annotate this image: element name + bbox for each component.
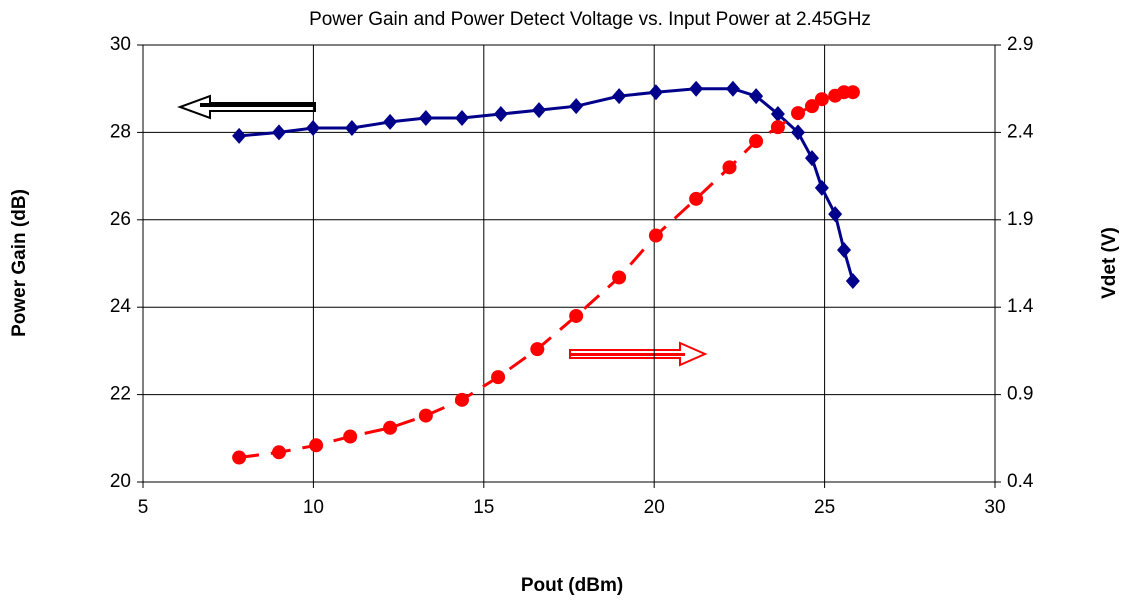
series-line bbox=[238, 90, 853, 460]
marker bbox=[749, 88, 764, 105]
y-tick-label: 28 bbox=[110, 121, 131, 142]
marker bbox=[454, 392, 469, 407]
y2-axis-label: Vdet (V) bbox=[1099, 227, 1120, 299]
marker bbox=[232, 127, 247, 144]
y-tick-label: 20 bbox=[110, 471, 131, 492]
marker bbox=[725, 80, 740, 97]
marker bbox=[532, 102, 547, 119]
marker bbox=[770, 120, 785, 135]
x-tick-label: 25 bbox=[814, 497, 835, 518]
marker bbox=[689, 191, 704, 206]
marker bbox=[845, 272, 860, 289]
plot-frame bbox=[142, 44, 996, 483]
marker bbox=[804, 99, 819, 114]
marker bbox=[232, 450, 247, 465]
marker bbox=[569, 98, 584, 115]
x-tick-label: 30 bbox=[984, 497, 1005, 518]
marker bbox=[689, 80, 704, 97]
marker bbox=[814, 179, 829, 196]
y2-tick-label: 2.9 bbox=[1007, 34, 1033, 55]
y2-tick-label: 1.4 bbox=[1007, 296, 1034, 317]
marker bbox=[804, 150, 819, 167]
x-tick-label: 15 bbox=[473, 497, 494, 518]
y-tick-label: 22 bbox=[110, 384, 131, 405]
marker bbox=[530, 342, 545, 357]
marker bbox=[493, 106, 508, 123]
marker bbox=[770, 106, 785, 123]
marker bbox=[722, 160, 737, 175]
marker bbox=[383, 420, 398, 435]
marker bbox=[271, 124, 286, 141]
marker bbox=[491, 370, 506, 385]
y2-tick-label: 0.9 bbox=[1007, 384, 1033, 405]
chart-title: Power Gain and Power Detect Voltage vs. … bbox=[309, 9, 871, 30]
y-tick-label: 30 bbox=[110, 34, 131, 55]
marker bbox=[271, 445, 286, 460]
marker bbox=[791, 124, 806, 141]
marker bbox=[383, 113, 398, 130]
x-tick-label: 20 bbox=[644, 497, 665, 518]
marker bbox=[344, 120, 359, 137]
marker bbox=[845, 85, 860, 100]
marker bbox=[837, 241, 852, 258]
marker bbox=[454, 109, 469, 126]
x-axis-label: Pout (dBm) bbox=[521, 575, 623, 596]
marker bbox=[749, 134, 764, 149]
y2-tick-label: 2.4 bbox=[1007, 121, 1034, 142]
marker bbox=[612, 88, 627, 105]
marker bbox=[791, 106, 806, 121]
left-arrow bbox=[177, 94, 316, 120]
y2-tick-label: 1.9 bbox=[1007, 209, 1033, 230]
marker bbox=[309, 438, 324, 453]
y2-tick-label: 0.4 bbox=[1007, 471, 1034, 492]
marker bbox=[306, 120, 321, 137]
right-arrow bbox=[569, 341, 708, 367]
marker bbox=[418, 408, 433, 423]
y-tick-label: 26 bbox=[110, 209, 131, 230]
y-tick-label: 24 bbox=[110, 296, 132, 317]
marker bbox=[612, 270, 627, 285]
x-tick-label: 5 bbox=[138, 497, 149, 518]
marker bbox=[828, 206, 843, 223]
y-axis-label: Power Gain (dB) bbox=[9, 189, 30, 337]
series-line bbox=[238, 87, 855, 282]
marker bbox=[648, 228, 663, 243]
marker bbox=[569, 308, 584, 323]
marker bbox=[343, 429, 358, 444]
marker bbox=[418, 109, 433, 126]
x-tick-label: 10 bbox=[303, 497, 324, 518]
marker bbox=[814, 92, 829, 107]
marker bbox=[648, 84, 663, 101]
